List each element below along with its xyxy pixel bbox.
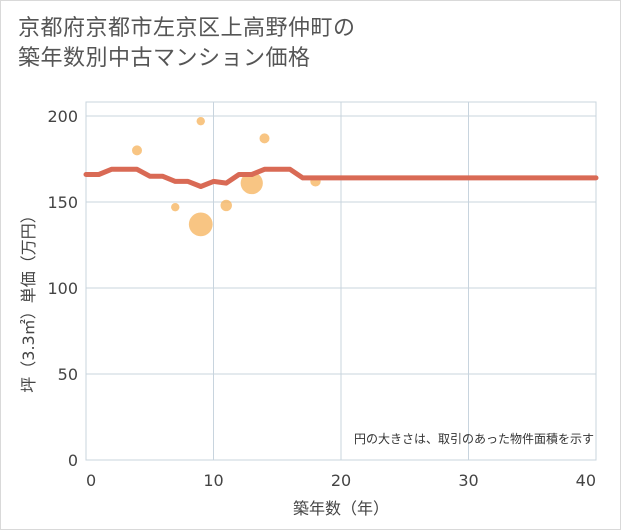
trend-layer [83, 166, 599, 189]
bubble-1 [171, 202, 180, 212]
y-tick-100: 100 [47, 279, 78, 298]
x-tick-40: 40 [576, 471, 596, 490]
y-tick-150: 150 [47, 193, 78, 212]
x-tick-0: 0 [86, 471, 96, 490]
y-tick-200: 200 [47, 107, 78, 126]
y-tick-labels: 0 50 100 150 200 [47, 107, 78, 470]
bubble-5 [240, 171, 263, 195]
bubble-4 [220, 199, 232, 212]
y-tick-0: 0 [68, 451, 78, 470]
x-axis-label: 築年数（年） [293, 499, 389, 518]
bubble-layer [132, 116, 321, 237]
bubble-3 [188, 212, 213, 237]
bubble-0 [132, 145, 142, 156]
y-axis-label: 坪（3.3㎡）単価（万円） [19, 207, 38, 392]
grid-lines [86, 102, 597, 460]
y-tick-50: 50 [58, 365, 78, 384]
bubble-2 [196, 116, 205, 126]
x-tick-labels: 0 10 20 30 40 [86, 471, 596, 490]
chart-title-line-2: 築年数別中古マンション価格 [18, 46, 311, 71]
chart-title: 京都府京都市左京区上高野仲町の 築年数別中古マンション価格 [18, 14, 356, 74]
x-tick-30: 30 [458, 471, 478, 490]
bubble-size-note: 円の大きさは、取引のあった物件面積を示す [354, 431, 594, 446]
x-tick-10: 10 [203, 471, 223, 490]
bubble-6 [259, 133, 270, 144]
chart-title-line-1: 京都府京都市左京区上高野仲町の [18, 16, 356, 41]
trend-line [83, 166, 599, 189]
x-tick-20: 20 [331, 471, 351, 490]
